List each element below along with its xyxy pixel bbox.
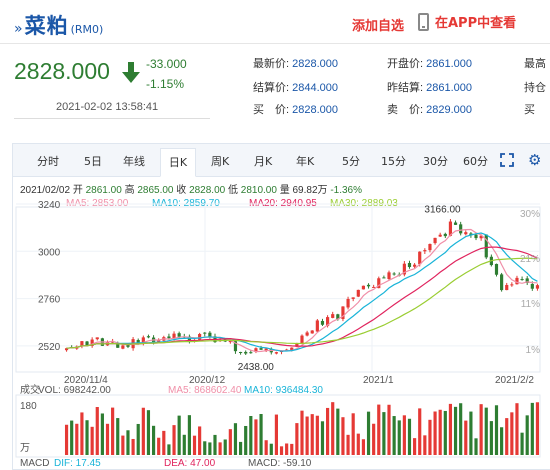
header-bar: » 菜粕 (RM0) 添加自选 在APP中查看 [0,0,550,44]
tab-weekly-k[interactable]: 周K [211,155,230,168]
quote-field-prev-settle: 昨结算: 2861.000 [387,82,473,94]
tab-intraday[interactable]: 分时 [37,155,59,168]
quote-timestamp: 2021-02-02 13:58:41 [56,101,159,113]
open-in-app-label: 在APP中查看 [435,16,517,31]
tab-5day[interactable]: 5日 [84,155,102,168]
tab-yearline[interactable]: 年线 [123,155,145,168]
tab-30min[interactable]: 30分 [423,155,448,168]
quote-field-latest: 最新价: 2828.000 [253,58,339,70]
period-tab-bar: 分时 5日 年线 日K 周K 月K 年K 5分 15分 30分 60分 ⚙ [13,144,550,177]
ma10-legend: MA10: 2859.70 [152,198,220,209]
last-price: 2828.000 [14,58,110,84]
title-group: » 菜粕 (RM0) [14,10,103,40]
tab-60min[interactable]: 60分 [463,155,488,168]
ma5-legend: MA5: 2853.00 [66,198,129,209]
price-change-percent: -1.15% [146,77,185,91]
tab-yearly-k[interactable]: 年K [296,155,315,168]
divider [14,118,210,119]
quote-field-settle: 结算价: 2844.000 [253,82,339,94]
quote-field-bid: 买 价: 2828.000 [253,104,339,116]
add-favorite-link[interactable]: 添加自选 [352,19,405,34]
commodity-code: (RM0) [70,23,104,36]
price-change: -33.000 [146,57,187,71]
ma30-legend: MA30: 2889.03 [330,198,398,209]
quote-field-open: 开盘价: 2861.000 [387,58,473,70]
phone-icon [418,12,429,31]
title-arrow-icon: » [14,21,23,37]
tab-monthly-k[interactable]: 月K [254,155,273,168]
fullscreen-icon[interactable] [500,153,514,167]
tab-daily-k[interactable]: 日K [160,148,196,177]
settings-gear-icon[interactable]: ⚙ [528,151,542,169]
open-in-app-link[interactable]: 在APP中查看 [418,12,516,31]
commodity-name: 菜粕 [24,14,69,38]
quote-field-bid-vol: 买 [524,104,535,116]
quote-field-open-interest: 持仓 [524,82,546,94]
quote-field-ask: 卖 价: 2829.000 [387,104,473,116]
ma20-legend: MA20: 2940.95 [249,198,317,209]
tab-5min[interactable]: 5分 [342,155,360,168]
ohlc-info-line: 2021/02/02 开 2861.00 高 2865.00 收 2828.00… [20,185,362,196]
tab-15min[interactable]: 15分 [381,155,406,168]
quote-field-high: 最高 [524,58,546,70]
down-arrow-icon [122,62,140,83]
